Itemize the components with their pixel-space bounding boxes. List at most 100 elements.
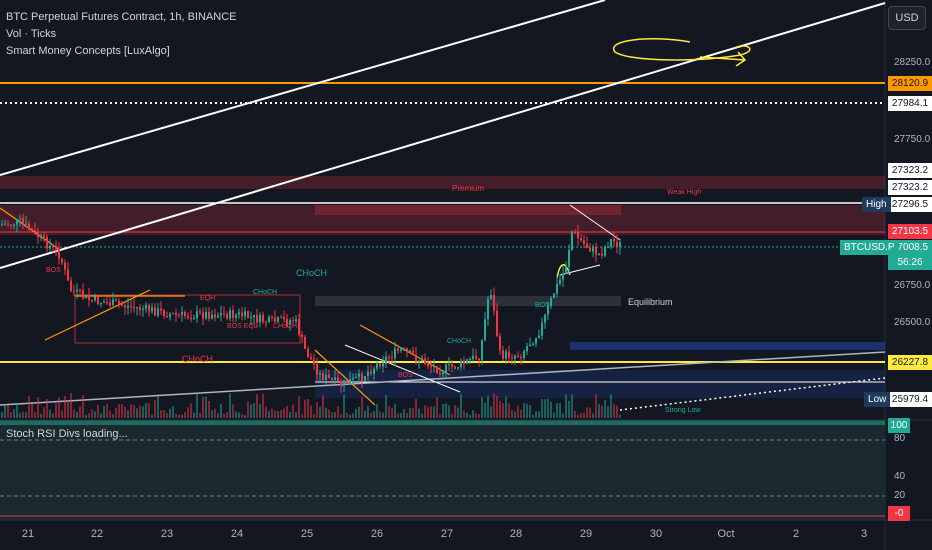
- candle-body: [85, 294, 87, 299]
- trendline-upper[interactable]: [0, 0, 606, 176]
- candle-body: [556, 283, 558, 294]
- volume-bar: [409, 407, 411, 418]
- candle-body: [373, 368, 375, 374]
- candle-body: [607, 246, 609, 248]
- time-label: 25: [300, 528, 314, 540]
- volume-bar: [490, 406, 492, 418]
- currency-button[interactable]: USD: [888, 6, 926, 30]
- candle-body: [364, 376, 366, 381]
- price-axis[interactable]: [885, 0, 932, 550]
- wedge-line-5[interactable]: [314, 349, 376, 406]
- candle-body: [13, 224, 15, 226]
- candle-body: [253, 314, 255, 317]
- candle-body: [382, 363, 384, 367]
- candle-body: [562, 273, 564, 280]
- candle-body: [1, 224, 3, 226]
- stoch-rsi-label[interactable]: Stoch RSI Divs loading...: [6, 428, 128, 440]
- volume-bar: [511, 409, 513, 418]
- volume-bar: [58, 397, 60, 418]
- candle-body: [451, 363, 453, 367]
- orange-level-tag[interactable]: 28120.9: [888, 76, 932, 91]
- candle-body: [526, 346, 528, 352]
- high-value-tag[interactable]: 27296.5: [888, 197, 932, 212]
- volume-bar: [400, 413, 402, 418]
- volume-bar: [190, 403, 192, 418]
- candle-body: [472, 355, 474, 359]
- candle-body: [115, 299, 117, 302]
- candlestick-series[interactable]: [1, 213, 621, 393]
- volume-bar: [46, 399, 48, 418]
- volume-bar: [586, 407, 588, 418]
- chart-title[interactable]: BTC Perpetual Futures Contract, 1h, BINA…: [6, 11, 237, 23]
- volume-bar: [481, 397, 483, 418]
- wedge-line-1[interactable]: [44, 289, 151, 341]
- volume-bar: [544, 399, 546, 418]
- candle-body: [334, 377, 336, 380]
- candle-body: [490, 294, 492, 300]
- volume-bar: [73, 409, 75, 418]
- low-value-tag[interactable]: 25979.4: [888, 392, 932, 407]
- candle-body: [589, 247, 591, 252]
- wedge-line-7[interactable]: [569, 204, 621, 241]
- volume-bar: [583, 412, 585, 418]
- volume-bar: [364, 411, 366, 418]
- candle-body: [520, 357, 522, 359]
- time-label: 26: [370, 528, 384, 540]
- candle-body: [535, 337, 537, 344]
- volume-bar: [430, 406, 432, 418]
- volume-indicator-label[interactable]: Vol · Ticks: [6, 28, 57, 40]
- dotted-level-tag[interactable]: 27984.1: [888, 96, 932, 111]
- volume-bar: [316, 402, 318, 418]
- volume-bar: [448, 405, 450, 418]
- volume-bar: [145, 403, 147, 418]
- red-level-tag[interactable]: 27103.5: [888, 224, 932, 239]
- candle-body: [31, 229, 33, 231]
- smc-indicator-label[interactable]: Smart Money Concepts [LuxAlgo]: [6, 45, 170, 57]
- volume-bar: [208, 400, 210, 418]
- volume-bar: [106, 403, 108, 418]
- candle-body: [94, 296, 96, 301]
- zone-top-tag[interactable]: 27323.2: [888, 163, 932, 178]
- price-pane[interactable]: [0, 0, 885, 420]
- volume-bar: [379, 411, 381, 418]
- candle-body: [352, 377, 354, 380]
- time-label: 22: [90, 528, 104, 540]
- volume-bar: [262, 393, 264, 418]
- volume-bar: [598, 403, 600, 418]
- candle-body: [445, 364, 447, 373]
- candle-body: [58, 249, 60, 259]
- candle-body: [442, 372, 444, 375]
- volume-bar: [553, 412, 555, 418]
- candle-body: [190, 317, 192, 320]
- volume-bar: [280, 410, 282, 418]
- volume-bar: [175, 413, 177, 418]
- volume-bar: [118, 404, 120, 418]
- volume-bar: [397, 413, 399, 418]
- hand-drawn-circle[interactable]: [612, 38, 751, 61]
- volume-bar: [292, 404, 294, 418]
- zone-top-tag-2[interactable]: 27323.2: [888, 180, 932, 195]
- candle-body: [196, 311, 198, 319]
- candle-body: [184, 312, 186, 317]
- volume-bar: [193, 412, 195, 418]
- volume-bar: [376, 403, 378, 418]
- hand-drawn-arrow[interactable]: [699, 51, 747, 67]
- volume-bar: [271, 408, 273, 418]
- wedge-line-6[interactable]: [344, 344, 461, 393]
- volume-bar: [67, 400, 69, 418]
- stoch-pane[interactable]: [0, 420, 885, 520]
- candle-body: [19, 218, 21, 220]
- current-price-tag[interactable]: 27008.5: [888, 240, 932, 255]
- volume-bar: [421, 413, 423, 418]
- yellow-level-tag[interactable]: 26227.8: [888, 355, 932, 370]
- candle-body: [349, 379, 351, 385]
- candle-body: [598, 253, 600, 255]
- volume-bar: [427, 407, 429, 418]
- candle-body: [571, 232, 573, 251]
- candle-body: [310, 357, 312, 360]
- volume-bar: [148, 402, 150, 418]
- volume-bar: [268, 411, 270, 418]
- candle-body: [103, 302, 105, 304]
